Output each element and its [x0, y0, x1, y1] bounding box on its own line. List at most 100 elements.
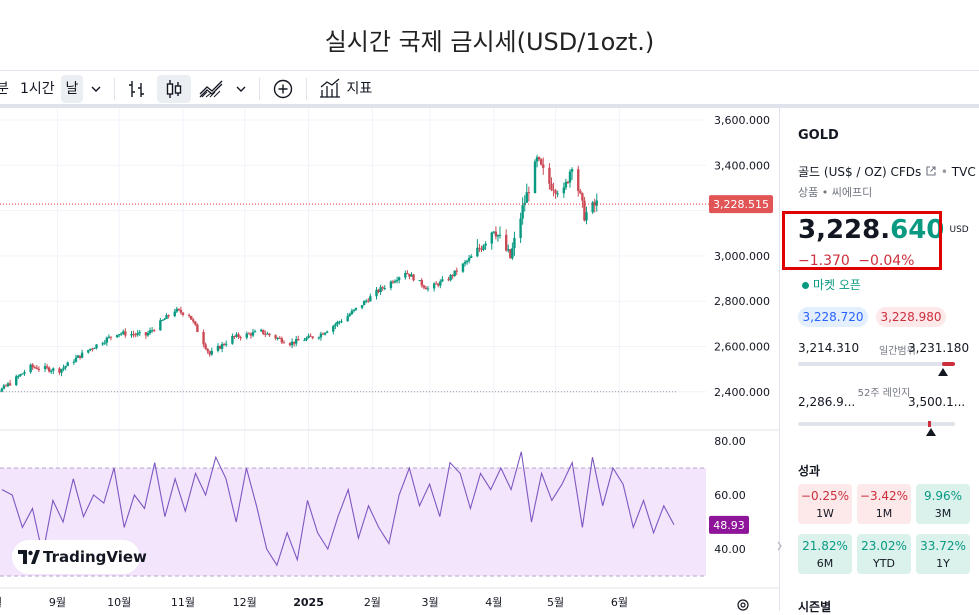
price-change-row: −1.370 −0.04%: [798, 253, 914, 269]
candle-body: [31, 364, 34, 368]
candle-body: [581, 193, 584, 201]
sidebar-collapse-handle[interactable]: [775, 538, 784, 552]
interval-day-button[interactable]: 날: [61, 75, 83, 103]
chart-type-dropdown-button[interactable]: [234, 75, 248, 103]
compare-chart-button[interactable]: [198, 75, 226, 103]
candle-body: [562, 187, 566, 194]
performance-tile[interactable]: 9.96% 3M: [916, 484, 970, 524]
tradingview-logo-text: TradingView: [43, 548, 147, 566]
candle-body: [146, 333, 150, 336]
candles-icon: [166, 80, 182, 98]
candle-body: [482, 245, 485, 250]
candle-body: [47, 367, 51, 372]
candle-body: [52, 368, 55, 371]
performance-period: 1Y: [936, 557, 950, 570]
current-price-tag: [709, 195, 773, 214]
settings-gear-icon[interactable]: [737, 599, 749, 611]
rsi-tick-label: 40.00: [714, 543, 746, 556]
interval-dropdown-button[interactable]: [89, 75, 103, 103]
candle-body: [393, 281, 397, 283]
performance-tile[interactable]: −0.25% 1W: [798, 484, 852, 524]
candle-body: [539, 159, 543, 165]
candle-body: [451, 275, 454, 277]
candle-body: [535, 157, 539, 162]
candle-body: [130, 334, 133, 336]
external-link-icon[interactable]: [925, 165, 937, 177]
candle-body: [179, 309, 183, 313]
candle-body: [29, 364, 32, 373]
price-change-percent: −0.04%: [858, 253, 915, 269]
symbol-category: 상품: [798, 186, 819, 199]
candles-style-button[interactable]: [157, 75, 191, 103]
candle-body: [426, 288, 430, 290]
candle-body: [406, 273, 409, 275]
last-price: 3,228.640 USD: [798, 215, 969, 245]
candle-body: [375, 289, 378, 297]
candle-body: [542, 164, 545, 168]
performance-value: 21.82%: [802, 539, 848, 553]
candle-body: [568, 171, 572, 183]
candle-body: [533, 161, 537, 193]
candle-body: [338, 321, 341, 323]
candle-body: [504, 234, 508, 251]
candle-body: [323, 332, 327, 335]
candle-body: [303, 340, 306, 342]
toolbar-divider: [259, 78, 260, 100]
performance-value: 9.96%: [923, 489, 963, 503]
performance-tile[interactable]: 33.72% 1Y: [916, 534, 970, 574]
candle-body: [278, 337, 281, 339]
candle-body: [134, 334, 137, 336]
candle-body: [307, 335, 310, 338]
performance-tile[interactable]: 23.02% YTD: [857, 534, 911, 574]
candle-body: [2, 385, 6, 389]
candle-body: [19, 374, 22, 377]
performance-tile[interactable]: −3.42% 1M: [857, 484, 911, 524]
candle-body: [247, 333, 251, 335]
chart-toolbar: 분 1시간 날 지표: [0, 70, 979, 108]
candle-body: [537, 157, 541, 160]
gear-ring: [737, 599, 749, 611]
candle-body: [583, 200, 586, 221]
candle-body: [498, 234, 502, 236]
day-low: 3,214.310: [798, 341, 860, 355]
symbol-source[interactable]: TVC: [951, 165, 976, 179]
candle-body: [566, 181, 570, 183]
candle-body: [439, 281, 442, 286]
toolbar-divider: [306, 78, 307, 100]
symbol-subcategory: 씨에프디: [831, 186, 873, 199]
candle-body: [383, 287, 386, 289]
candle-body: [424, 287, 428, 290]
interval-1h-button[interactable]: 1시간: [20, 81, 55, 97]
candle-body: [377, 289, 380, 293]
candle-body: [325, 331, 329, 333]
seasonal-title[interactable]: 시즌별: [798, 600, 832, 614]
candle-body: [570, 169, 574, 172]
market-status: 마켓 오픈: [802, 276, 861, 293]
bar-style-button[interactable]: [125, 75, 149, 103]
chart-canvas[interactable]: 3,228.515 3,600.000 3,400.000 3,000.000 2,80…: [0, 108, 779, 611]
candle-body: [494, 231, 498, 237]
candle-body: [437, 283, 440, 286]
candle-body: [43, 366, 47, 370]
add-indicator-button[interactable]: [271, 75, 295, 103]
day-range-marker-icon: [938, 368, 948, 376]
candle-body: [432, 283, 436, 289]
candle-body: [192, 319, 195, 322]
interval-cut-item[interactable]: 분: [0, 81, 9, 97]
candle-body: [165, 315, 168, 320]
candle-body: [235, 334, 238, 337]
candle-body: [72, 361, 76, 363]
price-chart[interactable]: 3,228.515 3,600.000 3,400.000 3,000.000 2,80…: [0, 108, 779, 611]
price-currency: USD: [949, 225, 969, 235]
indicators-button[interactable]: 지표: [318, 75, 396, 103]
toolbar-divider: [114, 78, 115, 100]
symbol-name[interactable]: GOLD: [798, 128, 839, 143]
candle-body: [548, 167, 551, 184]
chevron-down-icon: [91, 86, 101, 92]
candle-body: [120, 333, 123, 335]
x-tick-label: 6월: [611, 596, 628, 609]
candle-body: [251, 332, 255, 336]
tradingview-logo: TradingView: [12, 540, 147, 574]
candle-body: [237, 334, 240, 338]
performance-tile[interactable]: 21.82% 6M: [798, 534, 852, 574]
